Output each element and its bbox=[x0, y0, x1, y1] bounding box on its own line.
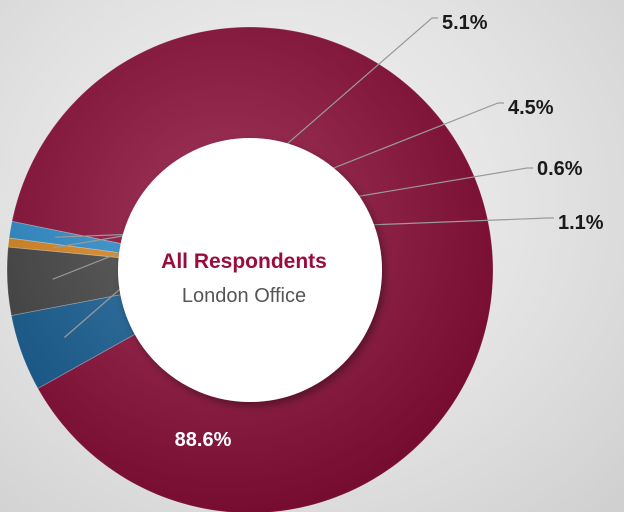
slice-label-4: 0.6% bbox=[537, 158, 583, 180]
slice-label-2: 5.1% bbox=[442, 12, 488, 34]
slice-label-3: 4.5% bbox=[508, 97, 554, 119]
center-title: All Respondents bbox=[161, 250, 327, 273]
slice-label-1: 88.6% bbox=[175, 429, 232, 451]
slice-labels: 88.6% 5.1% 4.5% 0.6% 1.1% bbox=[175, 12, 604, 451]
slice-label-5: 1.1% bbox=[558, 212, 604, 234]
donut-hole bbox=[118, 138, 382, 402]
center-subtitle: London Office bbox=[182, 285, 306, 307]
